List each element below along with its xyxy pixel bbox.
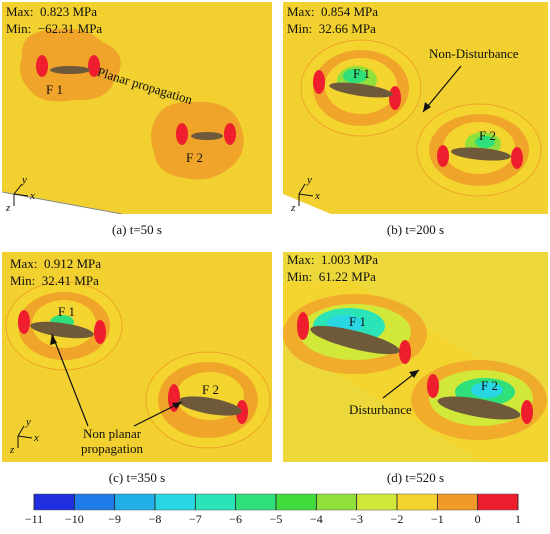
min-stress-c: Min: 32.41 MPa	[10, 273, 99, 288]
max-stress-b: Max: 0.854 MPa	[287, 4, 379, 19]
axis-y-b: y	[307, 174, 312, 186]
panel-c: Max: 0.912 MPa Min: 32.41 MPa F 1 F 2 No…	[2, 252, 272, 462]
colorbar	[33, 493, 519, 511]
colorbar-tick-label: −11	[24, 512, 44, 526]
arrow-b	[422, 65, 462, 113]
fracture-label-d-f1: F 1	[349, 314, 366, 329]
colorbar-tick-label: 1	[515, 512, 521, 526]
fracture-label-c-f1: F 1	[58, 304, 75, 319]
axis-z-a: z	[6, 202, 11, 214]
colorbar-swatch	[33, 493, 75, 511]
axis-y-c: y	[26, 416, 31, 428]
min-stress-b: Min: 32.66 MPa	[287, 21, 376, 36]
colorbar-swatch	[154, 493, 196, 511]
axis-x-a: x	[30, 190, 35, 202]
fracture-b-f2	[451, 147, 511, 161]
colorbar-tick-label: −2	[390, 512, 404, 526]
tip-f2-right	[224, 123, 236, 145]
axis-triad-b	[298, 183, 314, 206]
fracture-d-f1	[310, 325, 400, 355]
colorbar-swatch	[114, 493, 156, 511]
halo-f1	[20, 28, 121, 102]
fracture-label-d-f2: F 2	[481, 378, 498, 393]
max-stress-d: Max: 1.003 MPa	[287, 252, 379, 267]
fracture-label-c-f2: F 2	[202, 382, 219, 397]
colorbar-tick-label: −3	[350, 512, 364, 526]
axis-z-c: z	[10, 444, 15, 456]
tip-b-f1-left	[313, 70, 325, 94]
colorbar-swatch	[74, 493, 115, 511]
fracture-label-f1: F 1	[46, 82, 63, 97]
axis-x-b: x	[315, 190, 320, 202]
fracture-label-b-f1: F 1	[353, 66, 370, 81]
fracture-f1	[50, 66, 90, 74]
ring-f1-core	[343, 69, 367, 83]
axis-y-a: y	[22, 174, 27, 186]
fracture-c-f2	[178, 396, 242, 416]
tip-b-f2-left	[437, 145, 449, 167]
annotation-b: Non-Disturbance	[429, 46, 519, 61]
fracture-f2	[191, 132, 223, 140]
colorbar-tick-label: −7	[188, 512, 202, 526]
max-stress-a: Max: 0.823 MPa	[6, 4, 98, 19]
tip-f2-left	[176, 123, 188, 145]
max-stress-c: Max: 0.912 MPa	[10, 256, 102, 271]
tip-f1-left	[36, 55, 48, 77]
colorbar-swatch	[356, 493, 398, 511]
fracture-d-f2	[437, 396, 521, 420]
colorbar-tick-label: −4	[309, 512, 323, 526]
caption-b: (b) t=200 s	[386, 222, 445, 237]
fracture-c-f1	[30, 321, 94, 339]
colorbar-swatch	[195, 493, 236, 511]
axis-x-c: x	[34, 432, 39, 444]
colorbar-swatch	[316, 493, 357, 511]
caption-a: (a) t=50 s	[112, 222, 162, 237]
panel-b: Max: 0.854 MPa Min: 32.66 MPa F 1 F 2 No…	[283, 2, 548, 214]
fracture-label-f2: F 2	[186, 150, 203, 165]
fracture-b-f1	[329, 82, 393, 98]
colorbar-tick-label: −10	[64, 512, 84, 526]
annotation-c: Non planar propagation	[80, 426, 144, 456]
tip-b-f2-right	[511, 147, 523, 169]
min-stress-d: Min: 61.22 MPa	[287, 269, 376, 284]
stress-field-c	[2, 252, 272, 462]
panel-a: Max: 0.823 MPa Min: −62.31 MPa F 1 F 2 P…	[2, 2, 272, 214]
tip-b-f1-right	[389, 86, 401, 110]
axis-triad-c	[17, 425, 33, 448]
colorbar-tick-label: −5	[269, 512, 283, 526]
colorbar-swatch	[235, 493, 277, 511]
axis-z-b: z	[291, 202, 296, 214]
panel-d: Max: 1.003 MPa Min: 61.22 MPa F 1 F 2 Di…	[283, 252, 548, 462]
ring-d-f2-core	[471, 382, 503, 398]
min-stress-a: Min: −62.31 MPa	[6, 21, 103, 36]
colorbar-tick-label: −9	[108, 512, 122, 526]
annotation-d: Disturbance	[349, 402, 412, 417]
tip-f1-right	[88, 55, 100, 77]
colorbar-tick-label: 0	[474, 512, 481, 526]
halo-f2	[151, 101, 244, 180]
fracture-label-b-f2: F 2	[479, 128, 496, 143]
colorbar-swatch	[275, 493, 317, 511]
colorbar-swatch	[437, 493, 478, 511]
caption-d: (d) t=520 s	[386, 470, 445, 485]
caption-c: (c) t=350 s	[108, 470, 166, 485]
axis-triad-a	[13, 183, 29, 206]
stress-field-d	[283, 252, 548, 462]
colorbar-swatch	[477, 493, 519, 511]
colorbar-tick-label: −1	[430, 512, 444, 526]
stress-field-a	[2, 2, 272, 214]
colorbar-tick-label: −6	[229, 512, 243, 526]
colorbar-tick-label: −8	[148, 512, 162, 526]
ring-f2-core	[475, 136, 495, 148]
colorbar-swatch	[396, 493, 438, 511]
stress-field-b	[283, 2, 548, 214]
